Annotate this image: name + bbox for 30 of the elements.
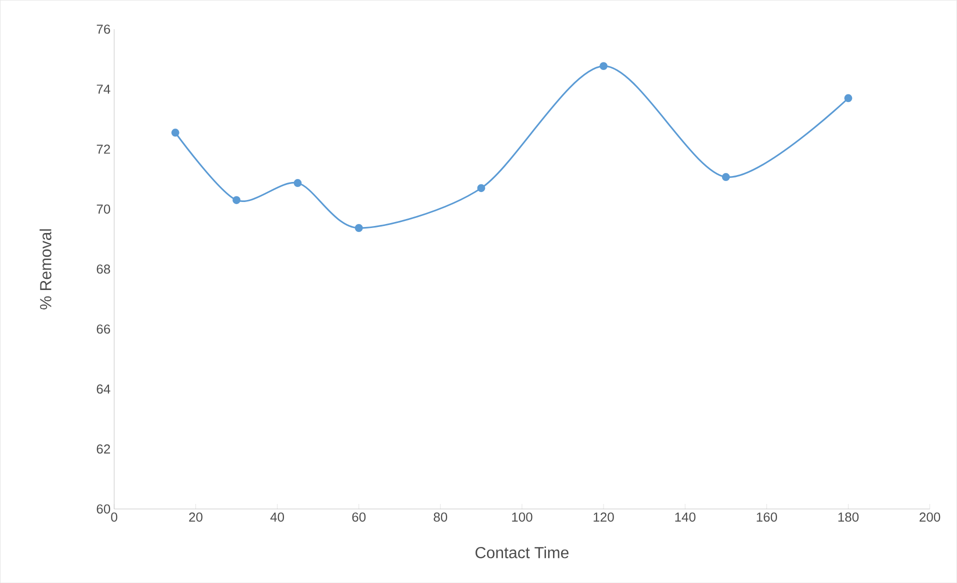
point [294, 178, 302, 187]
y-tick-label: 74 [96, 84, 110, 94]
y-tick-label: 64 [96, 384, 110, 394]
x-tick-label: 0 [111, 512, 118, 522]
point [722, 172, 730, 181]
x-tick-label: 160 [756, 512, 778, 522]
y-tick-label: 62 [96, 444, 110, 454]
x-axis-title: Contact Time [476, 546, 569, 558]
y-tick-label: 76 [96, 24, 110, 34]
y-tick-label: 70 [96, 204, 110, 214]
point [600, 62, 608, 70]
x-tick-label: 40 [270, 512, 284, 522]
x-tick-label: 200 [920, 512, 940, 522]
point [354, 224, 363, 232]
x-tick-label: 60 [352, 512, 366, 522]
y-tick-label: 68 [96, 264, 110, 274]
x-tick-label: 140 [675, 512, 696, 522]
y-tick-label: 60 [96, 504, 110, 514]
point [844, 94, 852, 102]
x-tick-label: 120 [594, 512, 614, 522]
y-axis-title: % Removal [40, 229, 52, 310]
x-tick-label: 100 [512, 512, 532, 522]
x-tick-label: 80 [434, 512, 448, 522]
point [477, 184, 486, 192]
point [232, 196, 240, 204]
point [171, 128, 180, 137]
x-tick-label: 180 [838, 512, 859, 522]
y-tick-label: 72 [96, 144, 110, 154]
x-tick-label: 20 [189, 512, 202, 522]
y-tick-label: 66 [96, 324, 110, 334]
